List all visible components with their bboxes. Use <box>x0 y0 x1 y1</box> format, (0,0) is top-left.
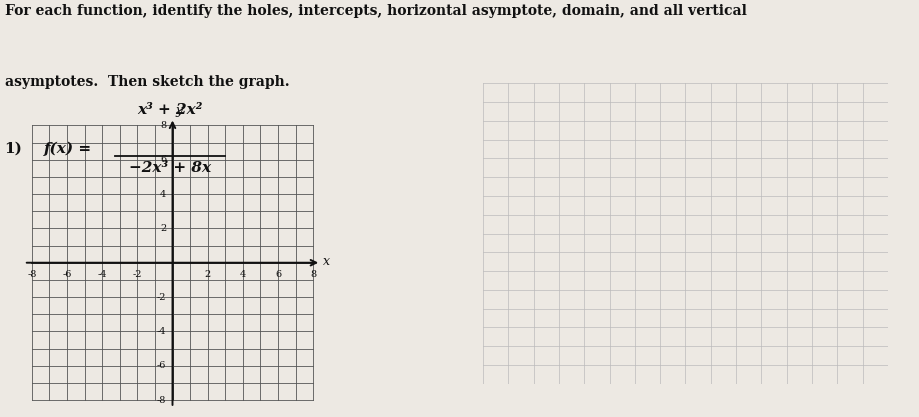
Text: -8: -8 <box>27 269 37 279</box>
Text: y: y <box>175 104 182 117</box>
Text: -4: -4 <box>97 269 107 279</box>
Text: -8: -8 <box>157 396 166 404</box>
Text: −2x³ + 8x: −2x³ + 8x <box>129 161 211 175</box>
Text: x: x <box>323 255 330 269</box>
Text: f(x) =: f(x) = <box>44 142 92 156</box>
Text: -6: -6 <box>62 269 72 279</box>
Text: 4: 4 <box>160 190 166 198</box>
Text: For each function, identify the holes, intercepts, horizontal asymptote, domain,: For each function, identify the holes, i… <box>5 4 745 18</box>
Text: -6: -6 <box>157 361 166 370</box>
Text: 6: 6 <box>160 155 166 164</box>
Text: 6: 6 <box>275 269 281 279</box>
Text: -4: -4 <box>156 327 166 336</box>
Text: 4: 4 <box>240 269 245 279</box>
Text: -2: -2 <box>156 293 166 301</box>
Text: 8: 8 <box>310 269 316 279</box>
Text: 1): 1) <box>5 142 22 156</box>
Text: 2: 2 <box>204 269 210 279</box>
Text: asymptotes.  Then sketch the graph.: asymptotes. Then sketch the graph. <box>5 75 289 89</box>
Text: 8: 8 <box>160 121 166 130</box>
Text: -2: -2 <box>132 269 142 279</box>
Text: 2: 2 <box>160 224 166 233</box>
Text: x³ + 2x²: x³ + 2x² <box>137 103 203 117</box>
